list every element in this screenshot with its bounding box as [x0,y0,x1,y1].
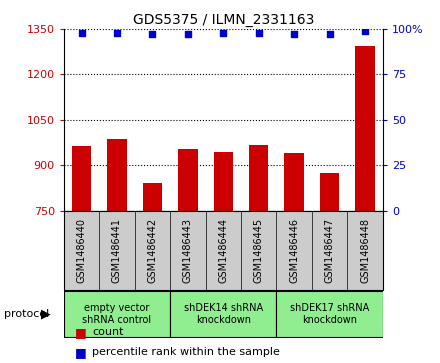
Text: count: count [92,327,124,337]
Text: protocol: protocol [4,309,50,319]
Text: shDEK17 shRNA
knockdown: shDEK17 shRNA knockdown [290,303,369,325]
Text: ■: ■ [75,326,87,339]
Point [362,28,369,34]
Bar [320,173,339,211]
Point [220,30,227,36]
Bar [64,291,170,337]
Point [149,32,156,37]
Point [255,30,262,36]
Bar [107,139,127,211]
Text: shDEK14 shRNA
knockdown: shDEK14 shRNA knockdown [184,303,263,325]
Text: GSM1486441: GSM1486441 [112,218,122,283]
Point [184,32,191,37]
Text: ■: ■ [75,346,87,359]
Bar [170,291,276,337]
Bar [249,144,268,211]
Text: GSM1486446: GSM1486446 [289,218,299,283]
Bar [356,46,375,211]
Text: GSM1486447: GSM1486447 [325,218,335,283]
Text: GSM1486444: GSM1486444 [218,218,228,283]
Point [291,32,298,37]
Text: GSM1486440: GSM1486440 [77,218,87,283]
Bar [284,153,304,211]
Point [114,30,121,36]
Text: GSM1486443: GSM1486443 [183,218,193,283]
Bar [143,183,162,211]
Text: GSM1486445: GSM1486445 [254,218,264,283]
Text: empty vector
shRNA control: empty vector shRNA control [82,303,151,325]
Point [326,32,333,37]
Bar [276,291,383,337]
Bar [72,146,91,211]
Text: GSM1486448: GSM1486448 [360,218,370,283]
Text: ▶: ▶ [41,307,51,321]
Bar [178,148,198,211]
Point [78,30,85,36]
Title: GDS5375 / ILMN_2331163: GDS5375 / ILMN_2331163 [132,13,314,26]
Bar [213,151,233,211]
Text: GSM1486442: GSM1486442 [147,218,158,283]
Text: percentile rank within the sample: percentile rank within the sample [92,347,280,357]
